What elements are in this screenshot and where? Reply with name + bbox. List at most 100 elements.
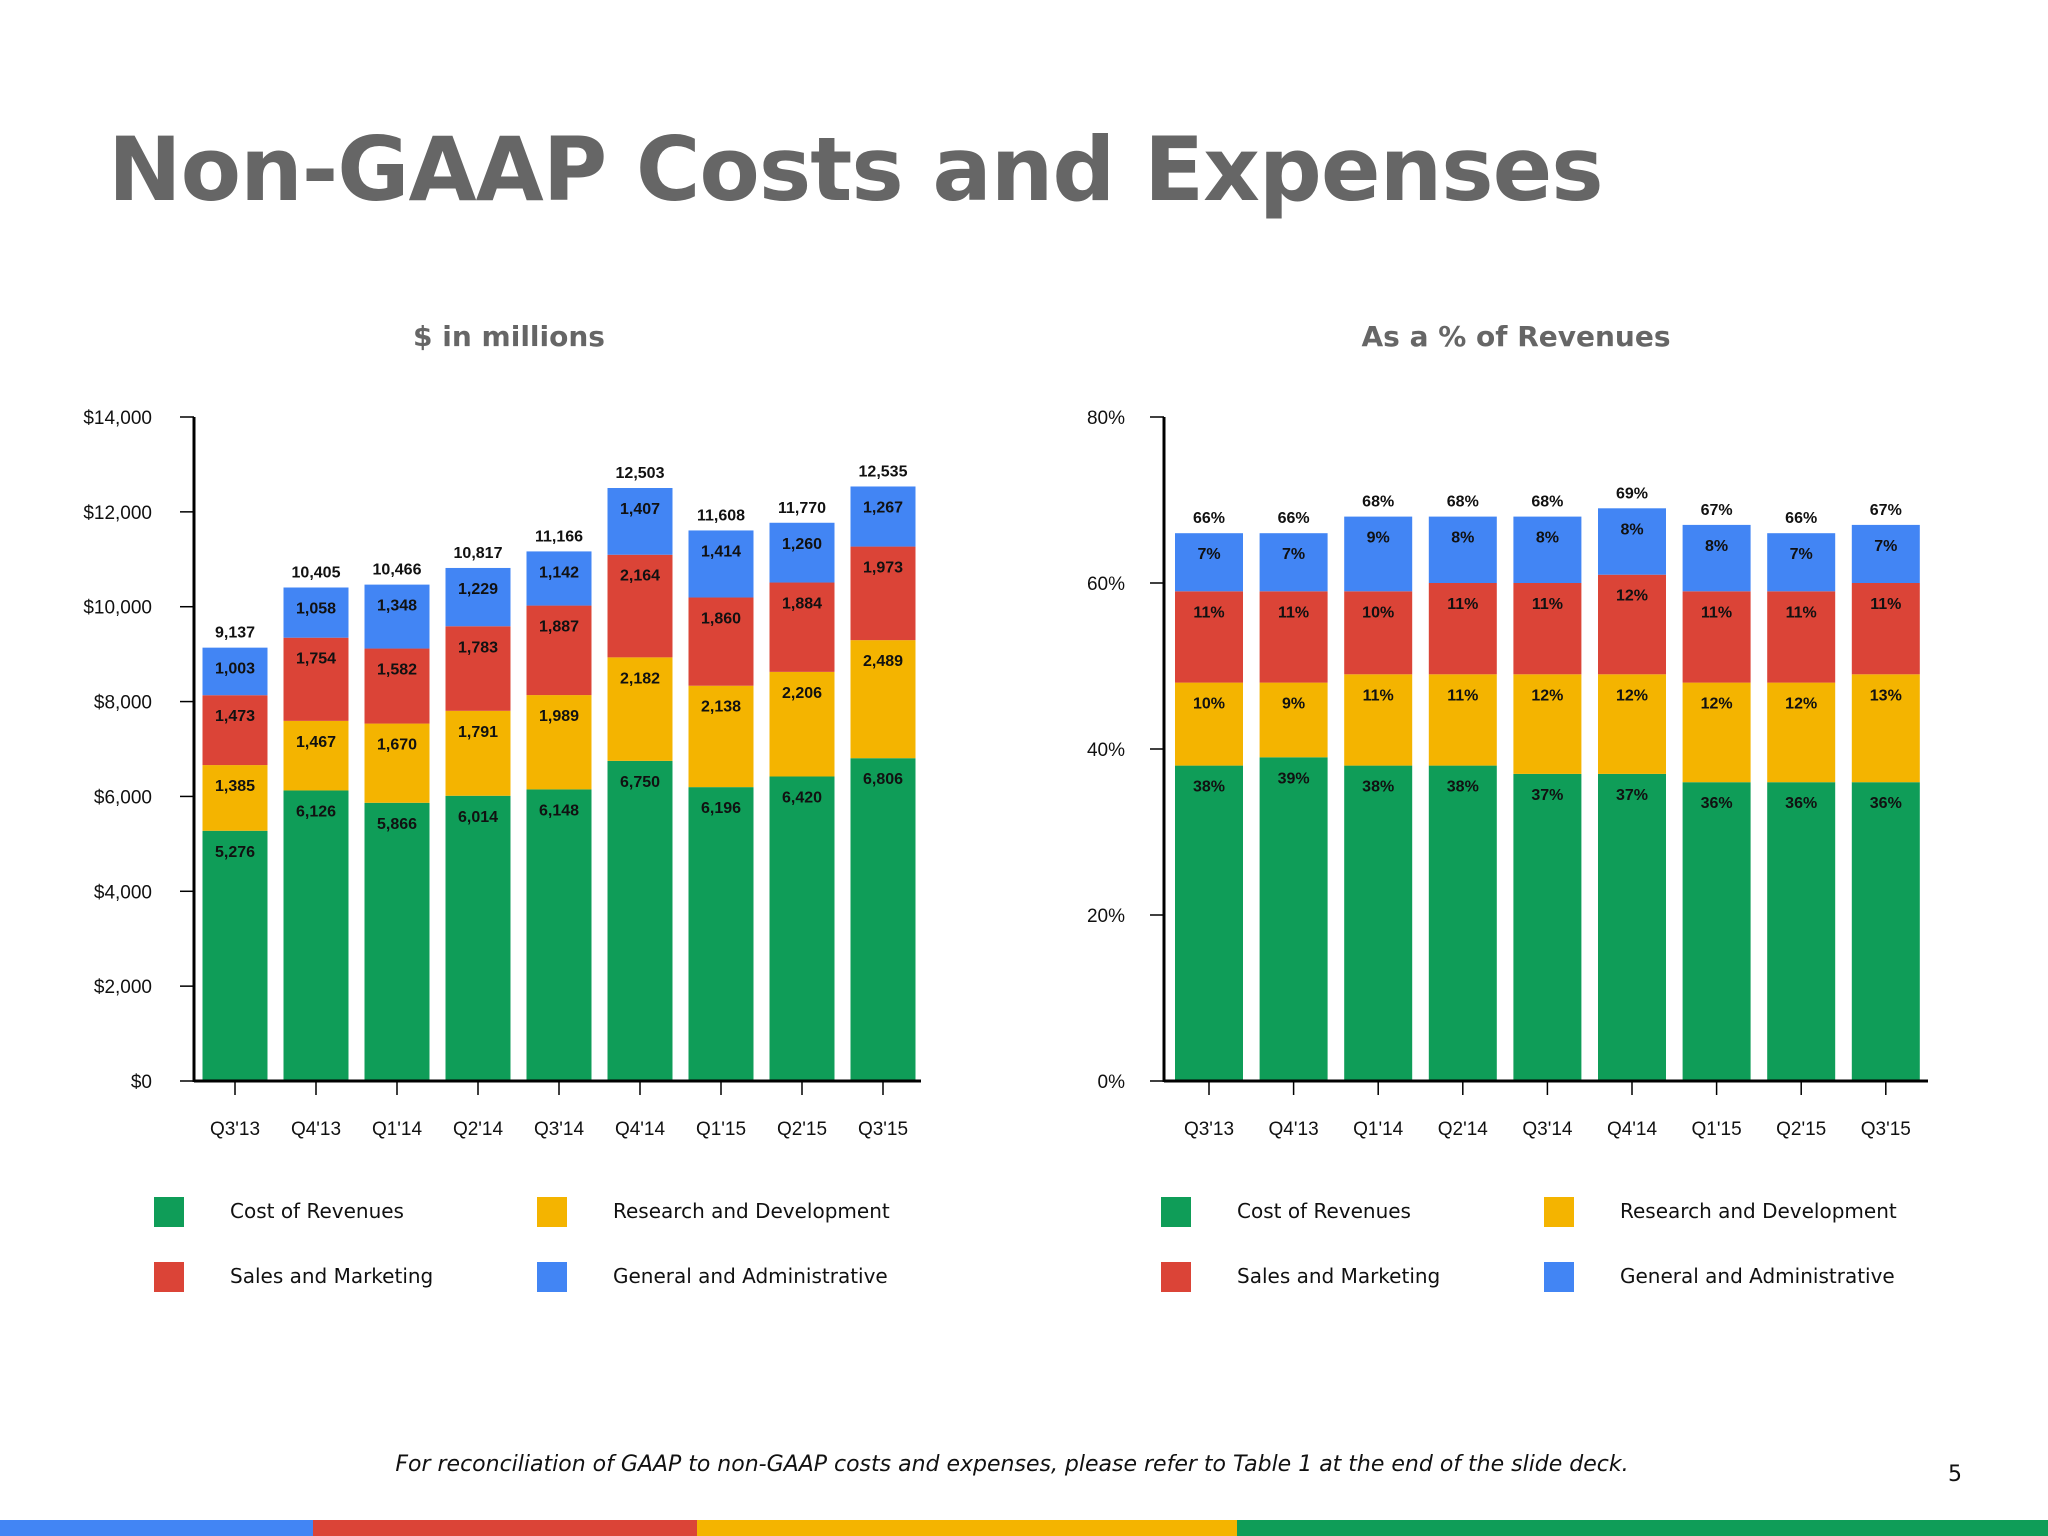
data-label: 2,138	[701, 699, 741, 716]
total-label: 66%	[1785, 510, 1817, 527]
total-label: 66%	[1193, 510, 1225, 527]
legend-item-cost-of-revenues: Cost of Revenues	[1161, 1197, 1411, 1227]
bar-segment-general-and-administrative	[850, 486, 916, 547]
legend-item-research-and-development: Research and Development	[1544, 1197, 1897, 1227]
bar-segment-general-and-administrative	[1259, 533, 1328, 592]
x-tick-label: Q1'14	[1353, 1119, 1404, 1140]
x-tick-label: Q3'13	[210, 1119, 260, 1140]
data-label: 1,791	[458, 724, 498, 741]
bar-segment-general-and-administrative	[688, 530, 754, 598]
data-label: 11%	[1447, 687, 1478, 704]
data-label: 8%	[1620, 521, 1643, 538]
legend-label: Research and Development	[613, 1199, 890, 1223]
data-label: 1,267	[863, 499, 903, 516]
data-label: 1,783	[458, 639, 498, 656]
bar-segment-sales-and-marketing	[1851, 583, 1920, 675]
data-label: 12%	[1616, 588, 1648, 605]
data-label: 1,884	[782, 596, 822, 613]
data-label: 1,887	[539, 619, 579, 636]
legend-item-research-and-development: Research and Development	[537, 1197, 890, 1227]
y-tick-label: 80%	[1087, 408, 1125, 429]
bar-segment-general-and-administrative	[526, 551, 592, 606]
legend-label: Sales and Marketing	[1237, 1264, 1441, 1288]
bar-segment-cost-of-revenues	[769, 776, 835, 1081]
bar-segment-general-and-administrative	[364, 584, 430, 649]
bar-segment-sales-and-marketing	[364, 648, 430, 724]
bar-segment-sales-and-marketing	[1344, 591, 1413, 675]
y-tick-label: $2,000	[94, 977, 152, 998]
legend-label: Cost of Revenues	[1237, 1199, 1411, 1223]
total-label: 12,503	[616, 465, 665, 482]
total-label: 68%	[1362, 494, 1394, 511]
data-label: 1,260	[782, 536, 822, 553]
bar-segment-general-and-administrative	[1175, 533, 1243, 592]
legend-label: General and Administrative	[613, 1264, 888, 1288]
data-label: 6,806	[863, 771, 903, 788]
data-label: 1,348	[377, 598, 417, 615]
total-label: 68%	[1531, 494, 1563, 511]
total-label: 9,137	[215, 625, 255, 642]
bar-segment-general-and-administrative	[607, 488, 673, 555]
data-label: 36%	[1701, 795, 1733, 812]
data-label: 11%	[1701, 604, 1732, 621]
costs-dollars-chart: $0 $2,000 $4,000 $6,000 $8,000 $10,000 $12,000…	[83, 408, 921, 1140]
data-label: 7%	[1790, 546, 1813, 563]
data-label: 10%	[1362, 604, 1394, 621]
data-label: 7%	[1874, 538, 1897, 555]
bar-segment-sales-and-marketing	[1428, 583, 1497, 675]
data-label: 36%	[1785, 795, 1817, 812]
legend-item-general-and-administrative: General and Administrative	[1544, 1262, 1895, 1292]
data-label: 8%	[1536, 530, 1559, 547]
data-label: 2,206	[782, 685, 822, 702]
bar-segment-general-and-administrative	[283, 587, 349, 638]
data-label: 11%	[1193, 604, 1224, 621]
data-label: 12%	[1531, 687, 1563, 704]
y-tick-label: $4,000	[94, 882, 152, 903]
data-label: 6,750	[620, 774, 660, 791]
y-tick-label: $6,000	[94, 787, 152, 808]
data-label: 1,142	[539, 564, 579, 581]
page-title: Non-GAAP Costs and Expenses	[108, 118, 1604, 221]
bar-segment-general-and-administrative	[1682, 524, 1751, 592]
data-label: 11%	[1363, 687, 1394, 704]
bar-segment-cost-of-revenues	[283, 790, 349, 1081]
bar-segment-sales-and-marketing	[1767, 591, 1836, 683]
data-label: 11%	[1447, 596, 1478, 613]
bar-segment-cost-of-revenues	[607, 760, 673, 1081]
data-label: 11%	[1786, 604, 1817, 621]
bar-segment-cost-of-revenues	[1344, 765, 1413, 1081]
x-tick-label: Q3'15	[858, 1119, 908, 1140]
x-tick-label: Q4'14	[615, 1119, 666, 1140]
legend-label: Cost of Revenues	[230, 1199, 404, 1223]
bar-segment-research-and-development	[1513, 674, 1582, 774]
footnote: For reconciliation of GAAP to non-GAAP c…	[0, 1452, 2048, 1477]
legend-label: Sales and Marketing	[230, 1264, 434, 1288]
data-label: 6,014	[458, 809, 498, 826]
data-label: 6,148	[539, 802, 579, 819]
bar-segment-cost-of-revenues	[1513, 773, 1582, 1081]
x-tick-label: Q3'14	[534, 1119, 585, 1140]
bar-segment-cost-of-revenues	[202, 830, 268, 1081]
bar-segment-cost-of-revenues	[1428, 765, 1497, 1081]
data-label: 8%	[1451, 530, 1474, 547]
bar-segment-cost-of-revenues	[688, 787, 754, 1081]
bar-segment-general-and-administrative	[1344, 516, 1413, 592]
bar-segment-sales-and-marketing	[769, 582, 835, 672]
bar-segment-cost-of-revenues	[1682, 782, 1751, 1081]
y-tick-label: $14,000	[83, 408, 152, 429]
total-label: 67%	[1870, 502, 1902, 519]
bar-segment-sales-and-marketing	[283, 637, 349, 721]
legend-swatch	[154, 1197, 184, 1227]
bottom-bar-segment	[697, 1520, 1237, 1536]
y-tick-label: 60%	[1087, 574, 1125, 595]
data-label: 9%	[1282, 696, 1305, 713]
legend-item-general-and-administrative: General and Administrative	[537, 1262, 888, 1292]
data-label: 1,989	[539, 708, 579, 725]
x-tick-label: Q4'13	[291, 1119, 341, 1140]
bar-segment-sales-and-marketing	[1175, 591, 1243, 683]
bar-segment-research-and-development	[1175, 682, 1243, 766]
data-label: 1,473	[215, 708, 255, 725]
left-chart-title: $ in millions	[413, 320, 605, 353]
bar-segment-cost-of-revenues	[364, 802, 430, 1081]
bar-segment-sales-and-marketing	[1682, 591, 1751, 683]
